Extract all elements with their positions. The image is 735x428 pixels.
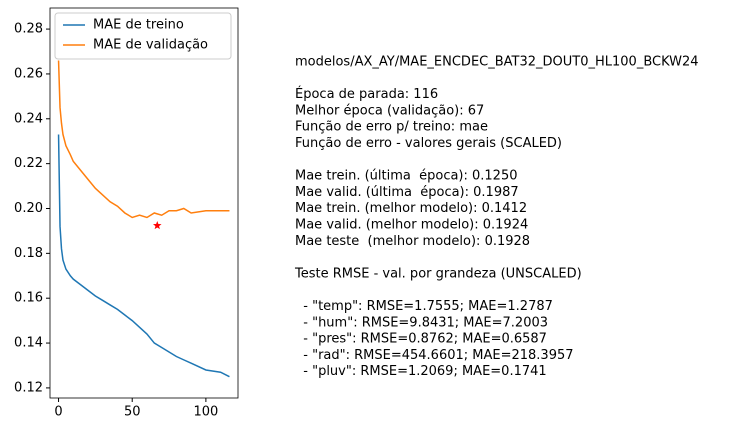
legend-label: MAE de validação — [93, 38, 208, 53]
info-text: - "pres": RMSE=0.8762; MAE=0.6587 — [295, 332, 547, 347]
y-tick-label: 0.14 — [14, 336, 43, 351]
info-text: - "hum": RMSE=9.8431; MAE=7.2003 — [295, 315, 548, 330]
y-tick-label: 0.18 — [14, 246, 43, 261]
x-tick-label: 100 — [193, 405, 218, 420]
info-text: Mae valid. (melhor modelo): 0.1924 — [295, 218, 528, 233]
plot-frame — [49, 7, 239, 399]
info-text: Função de erro p/ treino: mae — [295, 120, 488, 135]
info-text: - "temp": RMSE=1.7555; MAE=1.2787 — [295, 299, 553, 314]
info-text: modelos/AX_AY/MAE_ENCDEC_BAT32_DOUT0_HL1… — [295, 55, 699, 70]
info-text: Função de erro - valores gerais (SCALED) — [295, 136, 562, 151]
y-tick-label: 0.24 — [14, 111, 43, 126]
info-text: Melhor época (validação): 67 — [295, 103, 484, 118]
legend-box — [54, 12, 232, 60]
series-line — [57, 134, 230, 378]
x-tick-label: 0 — [54, 405, 62, 420]
info-text: Mae trein. (melhor modelo): 0.1412 — [295, 201, 527, 216]
y-tick-label: 0.28 — [14, 22, 43, 37]
y-tick-label: 0.22 — [14, 156, 43, 171]
info-text: Mae trein. (última época): 0.1250 — [295, 169, 518, 184]
y-tick-label: 0.16 — [14, 291, 43, 306]
best-point — [152, 221, 162, 230]
y-tick-label: 0.20 — [14, 201, 43, 216]
info-text: Mae teste (melhor modelo): 0.1928 — [295, 234, 530, 249]
y-tick-label: 0.26 — [14, 66, 43, 81]
series-line — [57, 60, 230, 219]
info-text: - "pluv": RMSE=1.2069; MAE=0.1741 — [295, 364, 547, 379]
info-text: Época de parada: 116 — [295, 86, 438, 102]
y-tick-label: 0.12 — [14, 380, 43, 395]
info-text: Mae valid. (última época): 0.1987 — [295, 185, 519, 200]
info-text: Teste RMSE - val. por grandeza (UNSCALED… — [294, 266, 582, 281]
legend-label: MAE de treino — [93, 18, 184, 33]
x-tick-label: 50 — [124, 405, 141, 420]
info-text: - "rad": RMSE=454.6601; MAE=218.3957 — [295, 348, 574, 363]
